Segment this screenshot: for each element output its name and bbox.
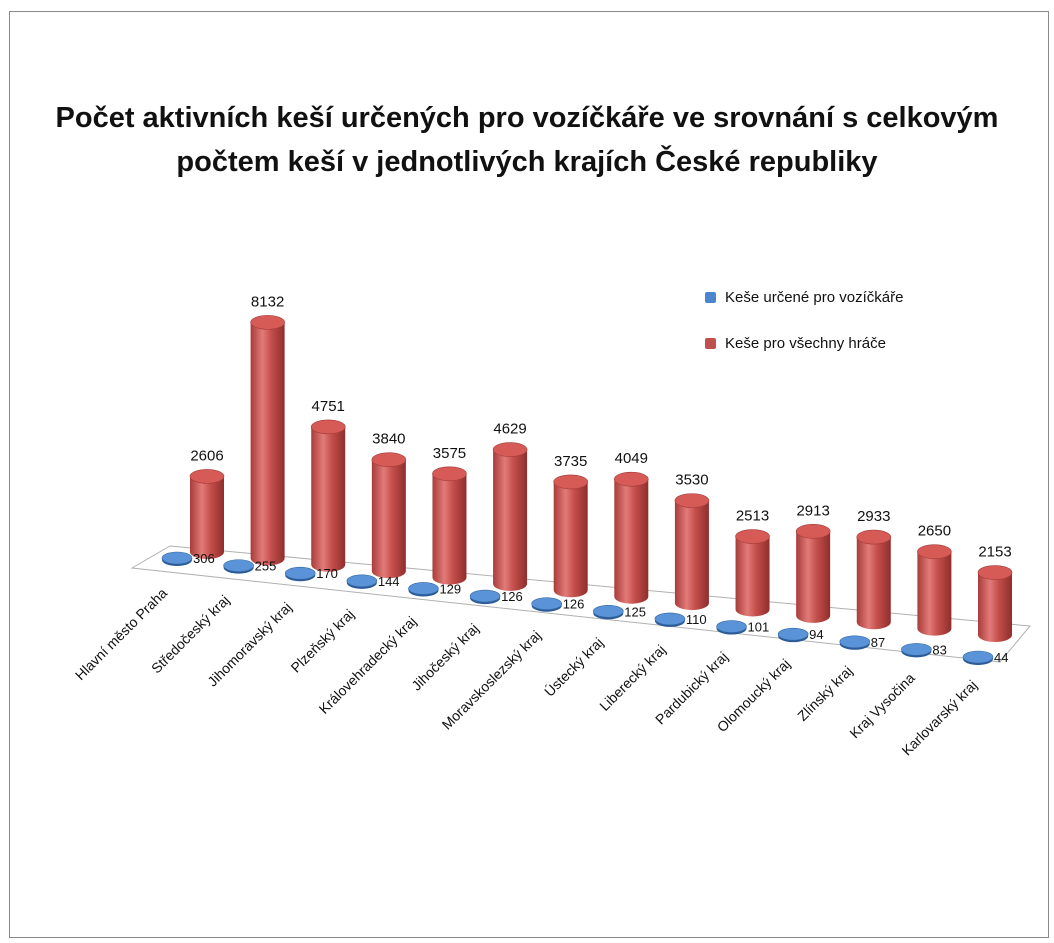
red-value-label-8: 3530 xyxy=(675,472,708,489)
blue-bar-top-9 xyxy=(716,620,747,633)
category-label-7: Ústecký kraj xyxy=(541,634,606,699)
red-bar-top-10 xyxy=(795,524,831,539)
red-value-label-13: 2153 xyxy=(978,544,1011,561)
blue-value-label-4: 129 xyxy=(439,581,461,596)
blue-value-label-5: 126 xyxy=(501,589,523,604)
blue-value-label-6: 126 xyxy=(563,597,585,612)
red-value-label-10: 2913 xyxy=(796,502,829,519)
blue-value-label-3: 144 xyxy=(378,574,400,589)
red-value-label-2: 4751 xyxy=(312,398,345,415)
red-bar-top-11 xyxy=(856,529,892,545)
blue-series xyxy=(161,551,994,665)
category-label-5: Jihočeský kraj xyxy=(408,620,481,693)
chart-floor xyxy=(130,545,1031,663)
legend-label-all: Keše pro všechny hráče xyxy=(725,334,886,352)
red-bar-5 xyxy=(493,449,528,591)
data-labels: 2606 306 8132 255 4751 170 3840 144 3575 129 4629 1… xyxy=(190,293,1011,665)
blue-bar-top-4 xyxy=(408,582,439,595)
red-value-label-5: 4629 xyxy=(493,421,526,438)
category-label-9: Pardubický kraj xyxy=(652,648,731,727)
red-bar-top-6 xyxy=(553,474,588,490)
blue-value-label-13: 44 xyxy=(994,650,1008,665)
chart-title: Počet aktivních keší určených pro vozíčk… xyxy=(55,102,999,178)
blue-bar-top-5 xyxy=(469,589,501,603)
blue-bar-top-10 xyxy=(777,627,809,641)
legend: Keše určené pro vozíčkáře Keše pro všech… xyxy=(705,285,903,377)
legend-item-wheelchair: Keše určené pro vozíčkáře xyxy=(705,285,903,309)
red-bar-top-3 xyxy=(371,452,407,468)
blue-bar-top-7 xyxy=(593,605,624,618)
category-label-12: Kraj Vysočina xyxy=(846,670,918,742)
red-bar-8 xyxy=(674,500,709,611)
category-label-13: Karlovarský kraj xyxy=(898,677,980,759)
red-bar-6 xyxy=(553,481,588,598)
category-label-3: Plzeňský kraj xyxy=(287,606,357,676)
red-bar-top-2 xyxy=(310,419,346,435)
legend-swatch-red xyxy=(705,337,716,349)
red-value-label-3: 3840 xyxy=(372,431,405,448)
red-bar-3 xyxy=(371,459,406,579)
legend-item-all: Keše pro všechny hráče xyxy=(705,331,903,355)
red-bar-top-4 xyxy=(432,466,467,482)
red-bar-10 xyxy=(796,531,831,623)
blue-value-label-11: 87 xyxy=(871,635,885,650)
red-bar-11 xyxy=(856,537,891,630)
blue-bar-top-0 xyxy=(161,551,193,565)
red-series xyxy=(189,315,1013,642)
chart-area xyxy=(9,11,1049,938)
blue-bar-top-8 xyxy=(654,612,686,626)
red-bar-top-5 xyxy=(492,442,528,457)
blue-bar-top-1 xyxy=(223,559,254,572)
red-bar-top-13 xyxy=(977,565,1013,580)
red-value-label-1: 8132 xyxy=(251,293,284,310)
blue-value-label-0: 306 xyxy=(193,551,215,566)
red-value-label-0: 2606 xyxy=(190,447,223,464)
red-bar-13 xyxy=(978,572,1012,642)
blue-bar-top-3 xyxy=(346,574,378,588)
red-bar-top-7 xyxy=(614,471,649,487)
category-label-8: Liberecký kraj xyxy=(596,641,668,713)
blue-bar-top-13 xyxy=(962,650,994,664)
red-bar-1 xyxy=(250,322,285,566)
red-value-label-9: 2513 xyxy=(736,508,769,525)
category-label-11: Zlínský kraj xyxy=(794,663,855,724)
blue-bar-top-6 xyxy=(531,597,562,610)
red-value-label-12: 2650 xyxy=(918,523,951,540)
legend-label-wheelchair: Keše určené pro vozíčkáře xyxy=(725,288,904,306)
blue-value-label-12: 83 xyxy=(932,642,946,657)
red-bar-top-9 xyxy=(735,529,770,544)
blue-bar-top-12 xyxy=(901,643,932,656)
blue-value-label-1: 255 xyxy=(255,559,277,574)
blue-value-label-10: 94 xyxy=(809,627,823,642)
red-bar-9 xyxy=(735,536,770,617)
blue-value-label-7: 125 xyxy=(624,604,646,619)
red-value-label-4: 3575 xyxy=(433,445,466,462)
red-value-label-7: 4049 xyxy=(615,450,648,467)
red-bar-2 xyxy=(311,426,346,572)
red-bar-12 xyxy=(917,551,952,636)
red-bar-7 xyxy=(614,479,649,604)
category-label-10: Olomoucký kraj xyxy=(714,656,794,736)
red-bar-top-1 xyxy=(250,315,285,330)
legend-swatch-blue xyxy=(705,291,716,303)
red-bar-4 xyxy=(432,473,467,585)
red-bar-0 xyxy=(190,476,224,559)
red-bar-top-12 xyxy=(917,544,952,560)
blue-value-label-2: 170 xyxy=(316,566,338,581)
blue-value-label-9: 101 xyxy=(748,620,770,635)
blue-bar-top-2 xyxy=(284,566,316,580)
red-value-label-6: 3735 xyxy=(554,453,587,470)
red-value-label-11: 2933 xyxy=(857,508,890,525)
blue-bar-top-11 xyxy=(839,635,871,649)
blue-value-label-8: 110 xyxy=(686,612,707,627)
red-bar-top-0 xyxy=(189,469,225,484)
red-bar-top-8 xyxy=(674,493,710,508)
